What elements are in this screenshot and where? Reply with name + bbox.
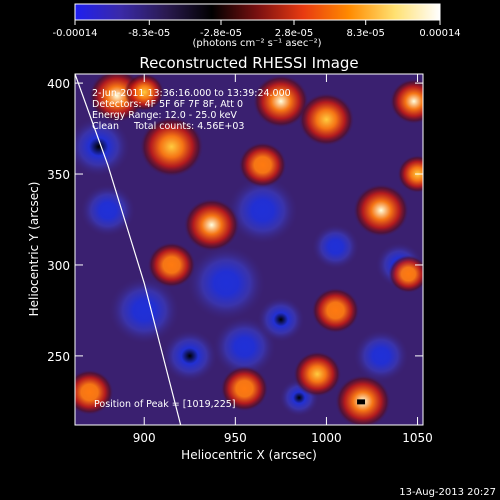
negative-blob bbox=[79, 183, 136, 238]
emission-blob bbox=[252, 74, 309, 128]
annotations: 2-Jun-2011 13:36:16.000 to 13:39:24.000 … bbox=[92, 88, 291, 410]
colorbar-tick-label: 0.00014 bbox=[419, 28, 460, 39]
annotation-time: 2-Jun-2011 13:36:16.000 to 13:39:24.000 bbox=[92, 88, 291, 99]
y-tick-label: 400 bbox=[47, 77, 70, 91]
y-tick-label: 350 bbox=[47, 168, 70, 182]
negative-blob bbox=[108, 276, 181, 345]
emission-blob bbox=[293, 351, 342, 397]
annotation-energy: Energy Range: 12.0 - 25.0 keV bbox=[92, 110, 237, 121]
y-tick-label: 300 bbox=[47, 259, 70, 273]
emission-blob bbox=[220, 365, 269, 412]
negative-blob bbox=[226, 176, 299, 245]
y-axis-label: Heliocentric Y (arcsec) bbox=[27, 182, 41, 317]
negative-blob bbox=[353, 329, 410, 383]
emission-blob bbox=[238, 142, 287, 188]
annotation-peak: Position of Peak = [1019,225] bbox=[94, 399, 235, 410]
negative-blob bbox=[75, 116, 131, 178]
footer-date: 13-Aug-2013 20:27 bbox=[399, 487, 496, 498]
plot-frame bbox=[74, 73, 424, 426]
y-tick-label: 250 bbox=[47, 350, 70, 364]
emission-blob bbox=[147, 242, 196, 288]
negative-blob bbox=[161, 329, 218, 383]
colorbar-strip bbox=[74, 3, 441, 21]
emission-blob bbox=[124, 74, 165, 112]
colorbar-tick-label: 2.8e-05 bbox=[275, 28, 313, 39]
negative-blob bbox=[186, 245, 267, 322]
emission-blob bbox=[389, 78, 423, 125]
emission-blob bbox=[353, 183, 410, 238]
x-tick-label: 950 bbox=[224, 431, 247, 445]
x-axis-label: Heliocentric X (arcsec) bbox=[181, 448, 317, 462]
colorbar-tick-label: 8.3e-05 bbox=[347, 28, 385, 39]
emission-blob bbox=[139, 116, 204, 178]
negative-blob bbox=[256, 296, 305, 343]
y-axis: 250 300 350 400 bbox=[47, 77, 423, 364]
heatmap-area bbox=[75, 74, 423, 425]
solar-limb-line bbox=[75, 74, 182, 425]
x-tick-label: 1050 bbox=[402, 431, 433, 445]
negative-blob bbox=[311, 223, 360, 270]
emission-blob bbox=[311, 287, 360, 334]
peak-marker bbox=[357, 399, 366, 405]
emission-blob bbox=[397, 154, 423, 194]
colorbar-tick-label: -0.00014 bbox=[53, 28, 98, 39]
emission-blob bbox=[298, 92, 355, 147]
colorbar-tick-label: -8.3e-05 bbox=[128, 28, 170, 39]
x-tick-label: 900 bbox=[133, 431, 156, 445]
emission-blob bbox=[75, 369, 114, 416]
emission-blob bbox=[183, 198, 240, 252]
emission-blob bbox=[388, 255, 423, 294]
colorbar-ticks: -0.00014 -8.3e-05 -2.8e-05 2.8e-05 8.3e-05 0.… bbox=[53, 20, 461, 39]
chart-title: Reconstructed RHESSI Image bbox=[139, 54, 358, 72]
annotation-detectors: Detectors: 4F 5F 6F 7F 8F, Att 0 bbox=[92, 99, 243, 110]
annotation-clean: Clean Total counts: 4.56E+03 bbox=[92, 121, 244, 132]
colorbar: -0.00014 -8.3e-05 -2.8e-05 2.8e-05 8.3e-05 0.… bbox=[53, 3, 461, 49]
x-axis: 900 950 1000 1050 bbox=[133, 74, 433, 445]
x-tick-label: 1000 bbox=[311, 431, 342, 445]
colorbar-unit-label: (photons cm⁻² s⁻¹ asec⁻²) bbox=[192, 38, 321, 49]
colorbar-tick-label: -2.8e-05 bbox=[200, 28, 242, 39]
